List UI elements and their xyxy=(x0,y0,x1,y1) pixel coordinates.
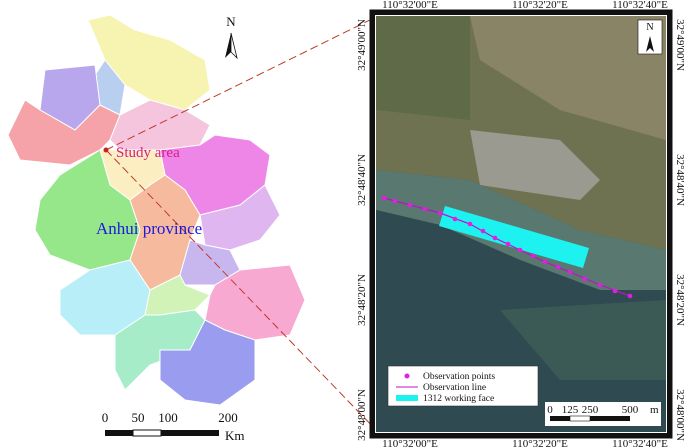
study-area-label: Study area xyxy=(116,145,180,161)
legend-symbol xyxy=(396,395,418,401)
legend-label: 1312 working face xyxy=(423,393,494,404)
scale-tick: 250 xyxy=(582,404,599,416)
scale-tick: 50 xyxy=(132,410,145,425)
satellite-image xyxy=(376,16,666,432)
leader-line xyxy=(105,149,379,433)
lon-label: 110°32'00"E xyxy=(382,0,438,11)
north-label: N xyxy=(646,22,653,33)
scale-unit: m xyxy=(650,404,659,416)
scale-bar xyxy=(550,415,630,422)
lat-label: 32°48'40"N xyxy=(674,154,685,206)
lat-label: 32°49'00"N xyxy=(356,19,368,71)
province-map xyxy=(7,14,306,406)
lon-label: 110°32'00"E xyxy=(382,438,438,448)
north-arrow xyxy=(230,32,238,60)
leader-line xyxy=(105,15,379,151)
lon-label: 110°32'20"E xyxy=(512,0,568,11)
lat-label: 32°48'00"N xyxy=(356,389,368,441)
scale-tick: 0 xyxy=(547,404,553,416)
lat-label: 32°48'20"N xyxy=(674,274,685,326)
scale-box xyxy=(545,402,661,426)
scale-tick: 100 xyxy=(158,410,178,425)
study-point xyxy=(103,147,109,153)
lat-label: 32°48'40"N xyxy=(356,154,368,206)
working-face xyxy=(439,206,589,268)
lat-label: 32°49'00"N xyxy=(674,19,685,71)
scale-tick: 200 xyxy=(218,410,238,425)
lat-label: 32°48'20"N xyxy=(356,274,368,326)
scale-bar xyxy=(105,429,219,437)
north-arrow xyxy=(646,36,654,52)
lon-label: 110°32'20"E xyxy=(512,438,568,448)
province-label: Anhui province xyxy=(96,219,202,238)
north-arrow xyxy=(225,33,231,58)
scale-tick: 0 xyxy=(102,410,109,425)
legend-symbol xyxy=(404,373,410,379)
scale-tick: 125 xyxy=(562,404,579,416)
lat-label: 32°48'00"N xyxy=(674,389,685,441)
legend-label: Observation points xyxy=(423,372,495,382)
lon-label: 110°32'40"E xyxy=(612,0,668,11)
scale-unit: Km xyxy=(225,428,245,443)
scale-tick: 500 xyxy=(622,404,639,416)
lon-label: 110°32'40"E xyxy=(612,438,668,448)
observation-points xyxy=(381,195,633,299)
legend-label: Observation line xyxy=(423,383,486,393)
north-label: N xyxy=(226,14,236,29)
